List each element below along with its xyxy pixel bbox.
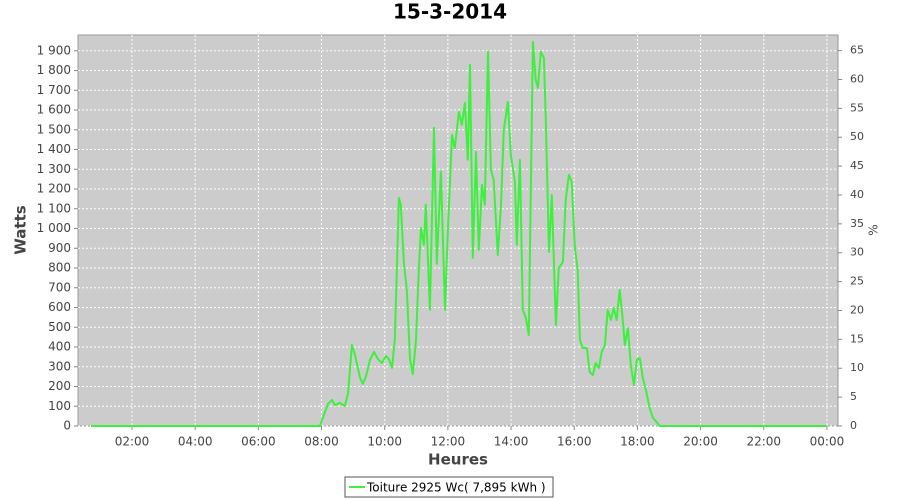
y2-tick-label: 65 [850, 44, 864, 57]
x-axis-label: Heures [428, 451, 488, 469]
y2-tick-label: 10 [850, 361, 864, 374]
x-tick-label: 18:00 [620, 435, 655, 449]
y2-tick-label: 50 [850, 130, 864, 143]
x-tick-label: 06:00 [241, 435, 276, 449]
y-tick-label: 1 600 [37, 103, 71, 117]
y2-axis-label: % [867, 224, 881, 235]
x-tick-label: 10:00 [367, 435, 402, 449]
y-tick-label: 1 300 [37, 162, 71, 176]
x-tick-label: 04:00 [178, 435, 213, 449]
y-tick-label: 1 400 [37, 142, 71, 156]
legend-label: Toiture 2925 Wc( 7,895 kWh ) [366, 481, 546, 495]
y2-tick-label: 45 [850, 159, 864, 172]
x-tick-label: 22:00 [746, 435, 781, 449]
y-tick-label: 600 [48, 300, 71, 314]
y-axis-label: Watts [12, 205, 30, 254]
y2-tick-label: 15 [850, 332, 864, 345]
y-tick-label: 500 [48, 320, 71, 334]
y-tick-label: 1 000 [37, 221, 71, 235]
y-tick-label: 100 [48, 399, 71, 413]
y2-tick-label: 5 [850, 390, 857, 403]
y-tick-label: 1 100 [37, 201, 71, 215]
y2-tick-label: 0 [850, 419, 857, 432]
y-tick-label: 400 [48, 340, 71, 354]
plot-area [77, 34, 839, 427]
chart-title: 15-3-2014 [393, 0, 507, 24]
y-tick-label: 900 [48, 241, 71, 255]
y-tick-label: 200 [48, 379, 71, 393]
y-tick-label: 1 800 [37, 63, 71, 77]
y-tick-label: 1 700 [37, 83, 71, 97]
y-tick-label: 1 900 [37, 43, 71, 57]
x-tick-label: 00:00 [810, 435, 845, 449]
y2-tick-label: 40 [850, 188, 864, 201]
y-tick-label: 700 [48, 280, 71, 294]
y-tick-label: 1 500 [37, 122, 71, 136]
y2-tick-label: 55 [850, 101, 864, 114]
y2-tick-label: 30 [850, 246, 864, 259]
x-tick-label: 02:00 [115, 435, 150, 449]
x-tick-label: 12:00 [431, 435, 466, 449]
legend [344, 476, 554, 498]
y2-tick-label: 60 [850, 72, 864, 85]
x-tick-label: 08:00 [304, 435, 339, 449]
y-tick-label: 0 [63, 419, 71, 433]
x-tick-label: 16:00 [557, 435, 592, 449]
y-tick-label: 1 200 [37, 182, 71, 196]
y-tick-label: 800 [48, 261, 71, 275]
y-tick-label: 300 [48, 359, 71, 373]
y2-tick-label: 25 [850, 275, 864, 288]
series-line [91, 40, 827, 427]
x-tick-label: 20:00 [683, 435, 718, 449]
y2-tick-label: 20 [850, 303, 864, 316]
y2-tick-label: 35 [850, 217, 864, 230]
x-tick-label: 14:00 [494, 435, 529, 449]
